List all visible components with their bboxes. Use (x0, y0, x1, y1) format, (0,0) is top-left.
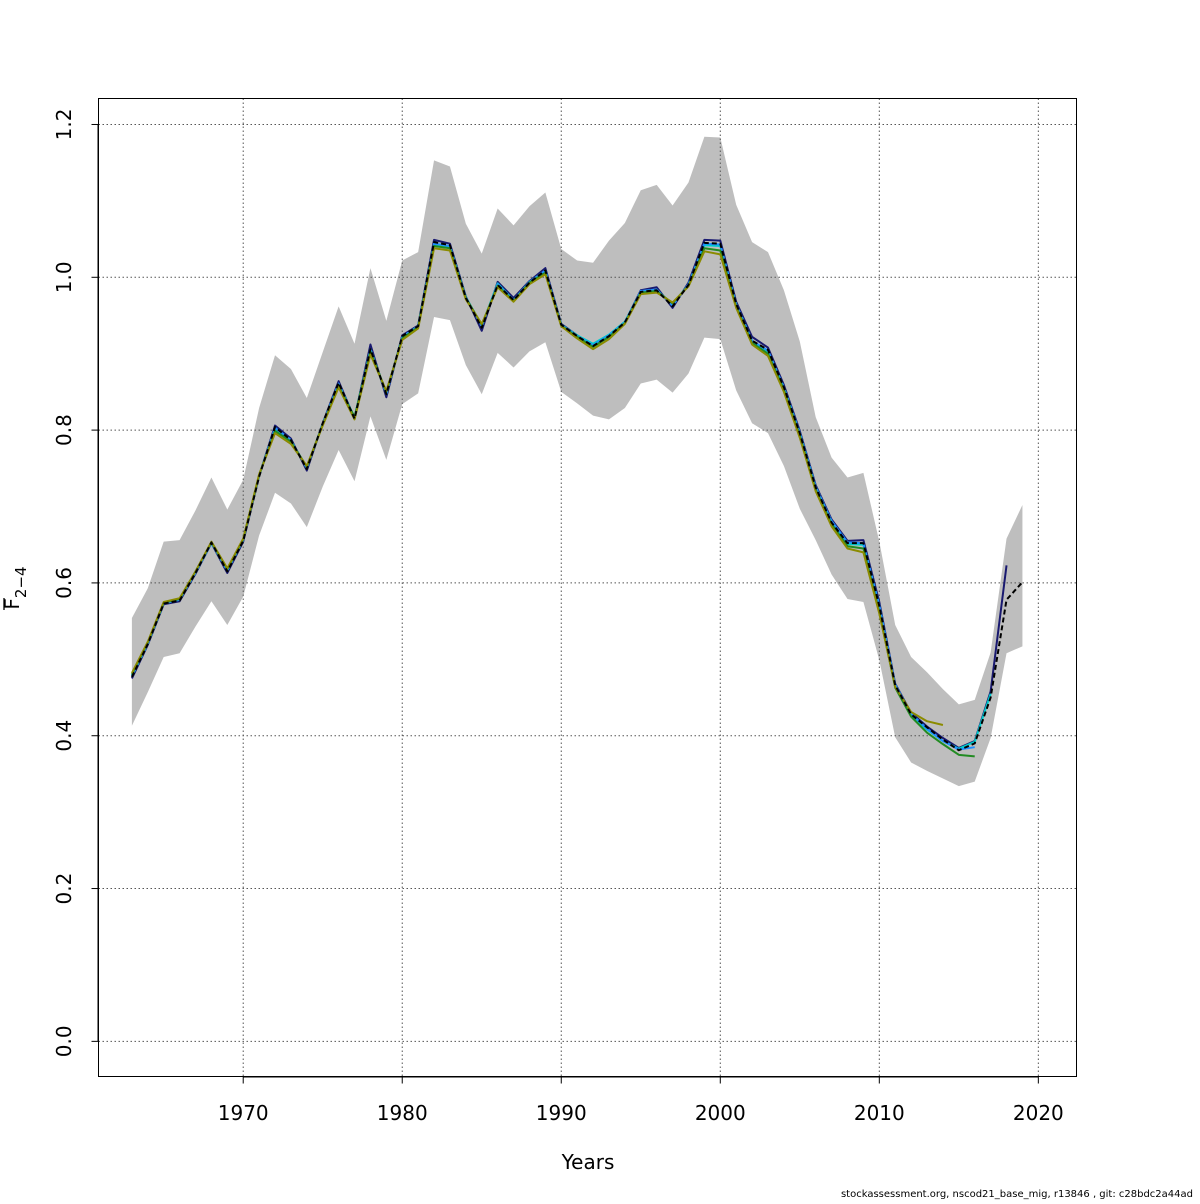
x-tick-label: 1970 (218, 1101, 269, 1125)
y-tick-label: 0.4 (52, 720, 76, 752)
footer-note: stockassessment.org, nscod21_base_mig, r… (841, 1189, 1193, 1200)
grid-layer (98, 98, 1077, 1077)
x-tick-label: 2000 (695, 1101, 746, 1125)
x-axis: 1970 1980 1990 2000 2010 2020 (218, 1076, 1064, 1125)
y-axis: 0.0 0.2 0.4 0.6 0.8 1.0 1.2 (52, 109, 99, 1057)
estimate-line (130, 241, 1024, 752)
y-tick-label: 0.2 (52, 873, 76, 905)
x-tick-label: 2010 (854, 1101, 905, 1125)
y-axis-title-main: F (0, 598, 24, 610)
confidence-band-layer (131, 136, 1023, 787)
y-tick-label: 0.8 (52, 414, 76, 446)
svg-text:F2−4: F2−4 (0, 566, 30, 609)
x-axis-title: Years (561, 1150, 615, 1174)
x-tick-label: 2020 (1013, 1101, 1064, 1125)
y-tick-label: 1.0 (52, 261, 76, 293)
x-tick-label: 1990 (536, 1101, 587, 1125)
y-axis-title-subscript: 2−4 (12, 566, 30, 598)
y-tick-label: 0.0 (52, 1025, 76, 1057)
y-tick-label: 1.2 (52, 109, 76, 141)
y-axis-title: F2−4 (0, 566, 30, 610)
x-tick-label: 1980 (377, 1101, 428, 1125)
series-layer (130, 238, 1024, 758)
confidence-band (131, 136, 1023, 787)
y-tick-label: 0.6 (52, 567, 76, 599)
